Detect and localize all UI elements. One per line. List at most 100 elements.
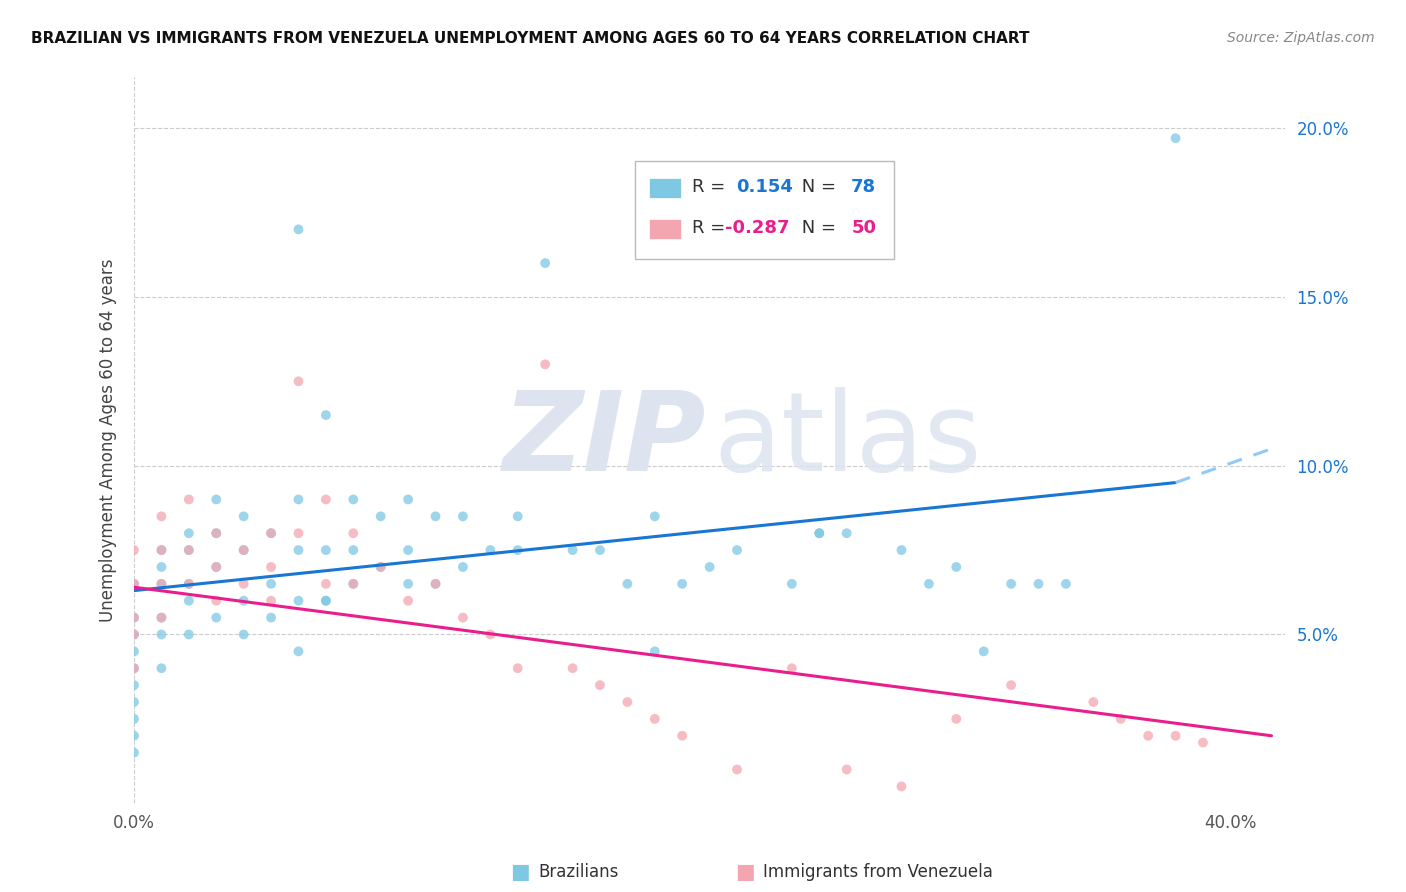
Point [177, 543, 200, 558]
Point [534, 256, 557, 270]
Point [205, 560, 228, 574]
Text: R =: R = [692, 219, 731, 237]
Point [644, 644, 666, 658]
Point [260, 577, 283, 591]
Point [122, 644, 145, 658]
Text: BRAZILIAN VS IMMIGRANTS FROM VENEZUELA UNEMPLOYMENT AMONG AGES 60 TO 64 YEARS CO: BRAZILIAN VS IMMIGRANTS FROM VENEZUELA U… [31, 31, 1029, 46]
Point [122, 577, 145, 591]
Point [150, 543, 173, 558]
Point [287, 492, 309, 507]
Text: atlas: atlas [713, 387, 981, 494]
Text: ■: ■ [735, 863, 755, 882]
Point [287, 593, 309, 607]
Point [260, 610, 283, 624]
Point [150, 610, 173, 624]
Point [425, 509, 447, 524]
Point [260, 526, 283, 541]
Point [122, 729, 145, 743]
Point [122, 712, 145, 726]
Point [150, 543, 173, 558]
Point [808, 526, 831, 541]
Point [150, 661, 173, 675]
Point [342, 526, 364, 541]
Point [671, 577, 693, 591]
Point [315, 593, 337, 607]
Point [315, 543, 337, 558]
Point [260, 526, 283, 541]
Point [780, 577, 803, 591]
Point [808, 526, 831, 541]
Point [122, 678, 145, 692]
Point [122, 661, 145, 675]
Point [315, 492, 337, 507]
Point [315, 408, 337, 422]
Point [561, 661, 583, 675]
Text: N =: N = [796, 178, 842, 196]
Point [1054, 577, 1077, 591]
Text: Source: ZipAtlas.com: Source: ZipAtlas.com [1227, 31, 1375, 45]
Point [534, 358, 557, 372]
FancyBboxPatch shape [648, 178, 681, 198]
Point [1137, 729, 1160, 743]
Text: N =: N = [796, 219, 842, 237]
Point [945, 712, 967, 726]
Point [287, 644, 309, 658]
Point [122, 627, 145, 641]
Point [150, 577, 173, 591]
Point [699, 560, 721, 574]
Point [451, 560, 474, 574]
Point [315, 577, 337, 591]
Point [177, 577, 200, 591]
Point [973, 644, 995, 658]
Point [479, 543, 502, 558]
Point [150, 509, 173, 524]
Point [177, 577, 200, 591]
Point [315, 593, 337, 607]
Point [177, 543, 200, 558]
Point [1028, 577, 1050, 591]
Point [177, 627, 200, 641]
Point [725, 543, 748, 558]
Point [122, 695, 145, 709]
Point [396, 577, 419, 591]
Point [287, 222, 309, 236]
Point [342, 577, 364, 591]
Point [616, 577, 638, 591]
Point [616, 695, 638, 709]
Y-axis label: Unemployment Among Ages 60 to 64 years: Unemployment Among Ages 60 to 64 years [100, 259, 117, 622]
Point [506, 661, 529, 675]
Point [644, 712, 666, 726]
Point [396, 543, 419, 558]
Point [1000, 678, 1022, 692]
Point [589, 543, 612, 558]
Point [232, 543, 254, 558]
Point [1192, 735, 1215, 749]
Point [177, 526, 200, 541]
FancyBboxPatch shape [648, 219, 681, 239]
Point [1109, 712, 1132, 726]
Point [205, 560, 228, 574]
Point [205, 610, 228, 624]
Text: 0.154: 0.154 [737, 178, 793, 196]
Point [1384, 290, 1406, 304]
Point [150, 627, 173, 641]
Point [122, 746, 145, 760]
Point [122, 610, 145, 624]
Point [342, 577, 364, 591]
Point [671, 729, 693, 743]
Point [396, 492, 419, 507]
Point [287, 543, 309, 558]
Point [122, 627, 145, 641]
Point [287, 526, 309, 541]
FancyBboxPatch shape [634, 161, 894, 259]
Point [1000, 577, 1022, 591]
Text: ZIP: ZIP [503, 387, 706, 494]
Point [370, 509, 392, 524]
Point [177, 492, 200, 507]
Point [451, 610, 474, 624]
Point [835, 526, 858, 541]
Point [780, 661, 803, 675]
Point [177, 593, 200, 607]
Point [232, 509, 254, 524]
Point [425, 577, 447, 591]
